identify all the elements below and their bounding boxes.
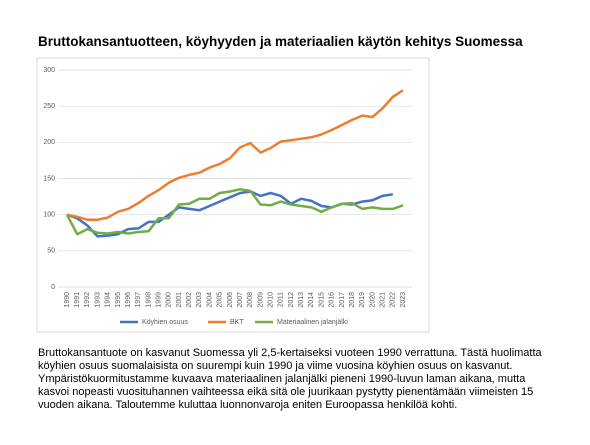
x-tick-label: 2021 [379, 292, 386, 308]
y-tick-label: 50 [47, 248, 55, 255]
legend-label: BKT [230, 319, 244, 326]
x-tick-label: 2000 [166, 292, 173, 308]
x-tick-label: 2018 [349, 292, 356, 308]
legend-label: Köyhien osuus [142, 319, 188, 326]
chart-title: Bruttokansantuotteen, köyhyyden ja mater… [38, 34, 523, 49]
x-tick-label: 1994 [105, 292, 112, 308]
x-tick-label: 2005 [217, 292, 224, 308]
x-tick-label: 2007 [237, 292, 244, 308]
x-tick-label: 1993 [94, 292, 101, 308]
series-line [65, 188, 404, 236]
x-tick-label: 2008 [247, 292, 254, 308]
x-tick-label: 2015 [318, 292, 325, 308]
x-tick-label: 1995 [115, 292, 122, 308]
x-tick-label: 2023 [400, 292, 407, 308]
y-tick-label: 0 [51, 284, 55, 291]
x-tick-label: 1998 [145, 292, 152, 308]
y-tick-label: 200 [43, 139, 55, 146]
x-tick-label: 2004 [206, 292, 213, 308]
x-tick-label: 2012 [288, 292, 295, 308]
x-tick-label: 2019 [359, 292, 366, 308]
y-tick-label: 100 [43, 212, 55, 219]
x-tick-label: 2022 [390, 292, 397, 308]
series-line [66, 89, 404, 221]
x-tick-label: 1997 [135, 292, 142, 308]
x-tick-label: 2011 [278, 292, 285, 307]
x-tick-label: 2014 [308, 292, 315, 308]
x-tick-label: 2003 [196, 292, 203, 308]
x-tick-label: 1999 [155, 292, 162, 308]
x-tick-label: 2010 [267, 292, 274, 308]
y-tick-label: 250 [43, 103, 55, 110]
body-text: Bruttokansantuote on kasvanut Suomessa y… [38, 347, 542, 411]
x-tick-label: 2013 [298, 292, 305, 308]
x-tick-label: 1996 [125, 292, 132, 308]
x-tick-label: 2016 [329, 292, 336, 308]
legend-label: Materiaalinen jalanjälki [277, 319, 348, 326]
y-tick-label: 150 [43, 175, 55, 182]
x-tick-label: 1992 [84, 292, 91, 308]
x-tick-label: 2002 [186, 292, 193, 308]
y-tick-label: 300 [43, 67, 55, 74]
x-tick-label: 2009 [257, 292, 264, 308]
x-tick-label: 2020 [369, 292, 376, 308]
x-tick-label: 2006 [227, 292, 234, 308]
x-tick-label: 2001 [176, 292, 183, 308]
chart-border [36, 57, 430, 333]
x-tick-label: 2017 [339, 292, 346, 308]
x-tick-label: 1991 [74, 292, 81, 308]
x-tick-label: 1990 [64, 292, 71, 308]
